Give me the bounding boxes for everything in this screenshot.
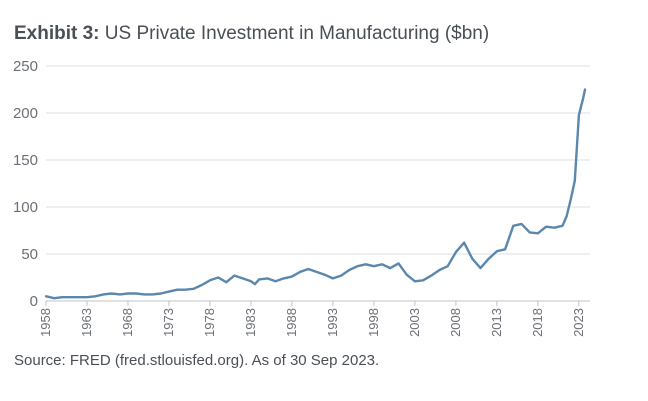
x-tick-label: 1988 [284, 308, 299, 337]
series-line-0 [44, 88, 587, 300]
x-tick-label: 1963 [79, 308, 94, 337]
x-tick-label: 2023 [571, 308, 586, 337]
y-tick-label: 0 [30, 293, 38, 310]
chart-title: Exhibit 3: US Private Investment in Manu… [14, 23, 489, 45]
y-tick-label: 50 [21, 246, 38, 263]
x-tick-label: 1993 [325, 308, 340, 337]
x-tick-label: 1968 [120, 308, 135, 337]
x-tick-label: 2008 [448, 308, 463, 337]
y-tick-label: 100 [13, 199, 38, 216]
x-tick-label: 2018 [530, 308, 545, 337]
x-tick-label: 2003 [407, 308, 422, 337]
chart-title-main: US Private Investment in Manufacturing (… [104, 23, 490, 44]
y-tick-label: 200 [13, 105, 38, 122]
y-tick-label: 250 [13, 58, 38, 75]
x-tick-label: 1998 [366, 308, 381, 337]
source-note: Source: FRED (fred.stlouisfed.org). As o… [14, 352, 380, 369]
chart-title-prefix: Exhibit 3: [14, 23, 100, 44]
x-tick-label: 1958 [38, 308, 53, 337]
x-tick-label: 2013 [489, 308, 504, 337]
x-tick-label: 1973 [161, 308, 176, 337]
y-tick-label: 150 [13, 152, 38, 169]
line-chart: 0 50 100 150 200 250 1958 1963 1968 1973 1978 1983 1… [13, 58, 590, 337]
x-tick-label: 1983 [243, 308, 258, 337]
x-tick-label: 1978 [202, 308, 217, 337]
